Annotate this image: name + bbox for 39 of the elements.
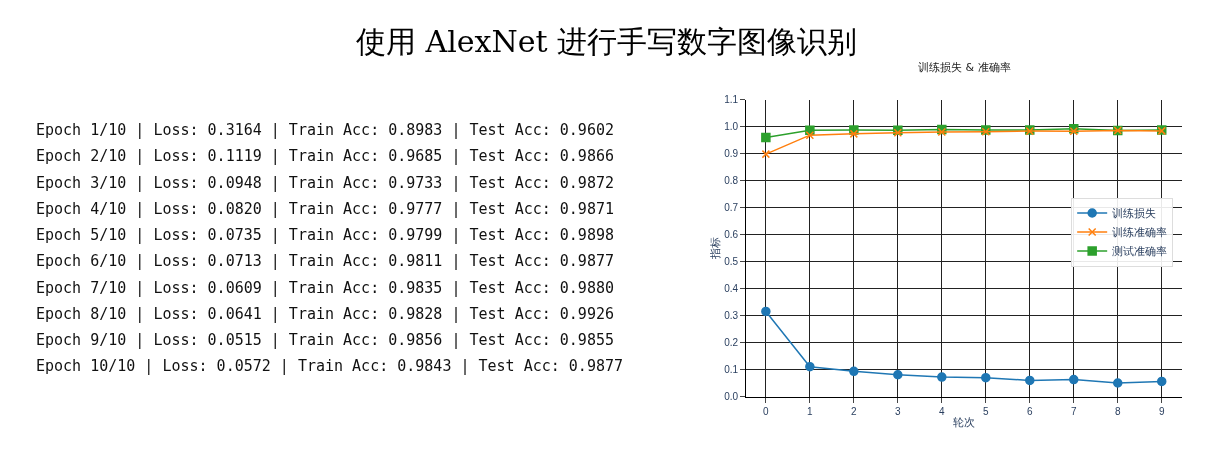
legend-label: 测试准确率	[1112, 245, 1168, 259]
y-tick-label: 0.7	[724, 202, 739, 214]
legend-label: 训练准确率	[1112, 226, 1168, 240]
x-tick-label: 5	[983, 405, 990, 417]
x-tick-label: 1	[807, 405, 814, 417]
x-tick-label: 2	[851, 405, 858, 417]
y-tick-label: 0.5	[724, 256, 739, 268]
legend-label: 训练损失	[1112, 207, 1157, 221]
y-tick-label: 0.9	[724, 148, 739, 160]
x-tick-label: 7	[1070, 405, 1077, 417]
text: Epoch 7/10 | Loss: 0.0609 | Train Acc: 0.9835 | Test Acc: 0.9880	[36, 279, 614, 297]
x-tick-label: 0	[763, 405, 770, 417]
y-tick-label: 1.0	[724, 121, 739, 133]
y-axis-title: 指标	[708, 237, 722, 261]
y-tick-label: 0.6	[724, 229, 739, 241]
text: 使用 AlexNet 进行手写数字图像识别	[356, 24, 858, 59]
text: Epoch 9/10 | Loss: 0.0515 | Train Acc: 0.9856 | Test Acc: 0.9855	[36, 331, 614, 349]
y-tick-label: 1.1	[724, 94, 739, 106]
x-tick-label: 8	[1114, 405, 1121, 417]
text: Epoch 6/10 | Loss: 0.0713 | Train Acc: 0.9811 | Test Acc: 0.9877	[36, 252, 614, 270]
y-tick-label: 0.2	[724, 337, 739, 349]
x-tick-label: 6	[1027, 405, 1033, 417]
x-tick-label: 9	[1158, 405, 1165, 417]
text: Epoch 2/10 | Loss: 0.1119 | Train Acc: 0.9685 | Test Acc: 0.9866	[36, 147, 614, 165]
y-tick-label: 0.0	[724, 391, 739, 403]
text: Epoch 1/10 | Loss: 0.3164 | Train Acc: 0.8983 | Test Acc: 0.9602	[36, 121, 614, 139]
chart-title: 训练损失 & 准确率	[918, 61, 1011, 74]
y-tick-label: 0.8	[724, 175, 739, 187]
text: Epoch 4/10 | Loss: 0.0820 | Train Acc: 0.9777 | Test Acc: 0.9871	[36, 200, 614, 218]
x-tick-label: 4	[939, 405, 946, 417]
x-tick-label: 3	[895, 405, 902, 417]
y-tick-label: 0.3	[724, 310, 739, 322]
text: Epoch 10/10 | Loss: 0.0572 | Train Acc: 0.9843 | Test Acc: 0.9877	[36, 357, 623, 375]
text: Epoch 8/10 | Loss: 0.0641 | Train Acc: 0.9828 | Test Acc: 0.9926	[36, 305, 614, 323]
text: Epoch 5/10 | Loss: 0.0735 | Train Acc: 0.9799 | Test Acc: 0.9898	[36, 226, 614, 244]
y-tick-label: 0.1	[724, 364, 739, 376]
text: Epoch 3/10 | Loss: 0.0948 | Train Acc: 0.9733 | Test Acc: 0.9872	[36, 174, 614, 192]
x-axis-title: 轮次	[952, 416, 975, 430]
y-tick-label: 0.4	[724, 283, 739, 295]
